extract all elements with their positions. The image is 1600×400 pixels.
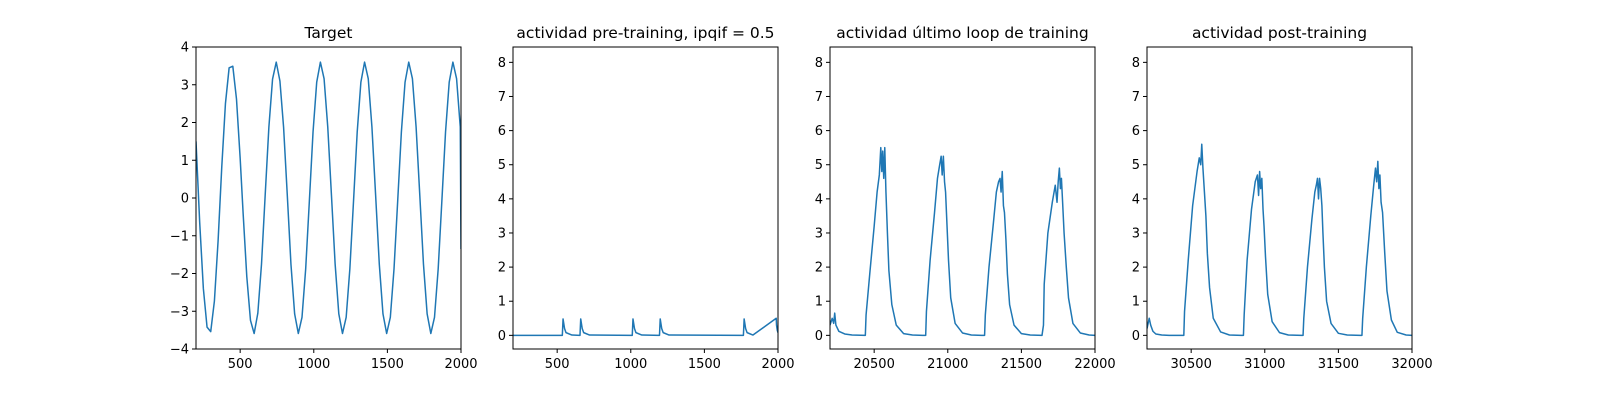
y-tick-label: 8 — [1132, 56, 1140, 71]
y-tick-label: 0 — [1132, 329, 1140, 344]
y-tick-label: 1 — [815, 295, 823, 310]
y-tick-label: 6 — [815, 124, 823, 139]
y-tick-label: 3 — [498, 226, 506, 241]
y-tick-label: 5 — [1132, 158, 1140, 173]
chart-title: actividad pre-training, ipqif = 0.5 — [516, 24, 774, 42]
y-tick-label: 2 — [181, 116, 189, 131]
x-tick-label: 500 — [228, 357, 253, 372]
y-tick-label: −1 — [170, 229, 189, 244]
y-tick-label: −2 — [170, 267, 189, 282]
x-tick-label: 21500 — [1001, 357, 1042, 372]
series-line — [1147, 143, 1412, 337]
y-tick-label: −3 — [170, 305, 189, 320]
y-tick-label: 4 — [815, 192, 823, 207]
panel-target: Target 500 1000 1500 2000 −4 −3 −2 −1 0 1 2 3 4 — [170, 24, 478, 372]
series-line — [830, 146, 1095, 337]
y-tick-label: 3 — [1132, 226, 1140, 241]
y-tick-label: 8 — [815, 56, 823, 71]
y-tick-label: 6 — [498, 124, 506, 139]
x-tick-label: 1500 — [371, 357, 404, 372]
chart-title: Target — [304, 24, 353, 42]
y-tick-label: 5 — [815, 158, 823, 173]
y-tick-label: 6 — [1132, 124, 1140, 139]
y-tick-label: 5 — [498, 158, 506, 173]
axes-frame — [1146, 46, 1413, 350]
x-tick-label: 2000 — [761, 357, 794, 372]
x-tick-label: 1500 — [688, 357, 721, 372]
x-tick-label: 2000 — [444, 357, 477, 372]
axes-frame — [829, 46, 1096, 350]
x-tick-label: 31000 — [1244, 357, 1285, 372]
x-tick-label: 22000 — [1074, 357, 1115, 372]
y-tick-label: 8 — [498, 56, 506, 71]
y-tick-label: 7 — [1132, 90, 1140, 105]
x-tick-label: 21000 — [927, 357, 968, 372]
y-tick-label: 3 — [181, 78, 189, 93]
x-tick-label: 30500 — [1170, 357, 1211, 372]
y-tick-label: 3 — [815, 226, 823, 241]
x-tick-label: 500 — [545, 357, 570, 372]
y-tick-label: 0 — [815, 329, 823, 344]
y-tick-label: −4 — [170, 343, 189, 358]
y-tick-label: 4 — [1132, 192, 1140, 207]
chart-title: actividad post-training — [1192, 24, 1367, 42]
x-tick-label: 20500 — [853, 357, 894, 372]
x-tick-label: 1000 — [297, 357, 330, 372]
x-tick-label: 31500 — [1318, 357, 1359, 372]
y-tick-label: 2 — [1132, 261, 1140, 276]
y-tick-label: 4 — [181, 41, 189, 56]
y-tick-label: 1 — [1132, 295, 1140, 310]
y-tick-label: 2 — [815, 261, 823, 276]
y-tick-label: 4 — [498, 192, 506, 207]
y-tick-label: 7 — [815, 90, 823, 105]
chart-title: actividad último loop de training — [836, 24, 1088, 42]
x-tick-label: 32000 — [1391, 357, 1432, 372]
x-tick-label: 1000 — [614, 357, 647, 372]
y-tick-label: 2 — [498, 261, 506, 276]
y-tick-label: 0 — [498, 329, 506, 344]
y-tick-label: 1 — [181, 154, 189, 169]
y-tick-label: 1 — [498, 295, 506, 310]
series-line — [513, 317, 778, 337]
axes-frame — [512, 46, 779, 350]
y-tick-label: 0 — [181, 192, 189, 207]
series-line — [196, 61, 461, 335]
y-tick-label: 7 — [498, 90, 506, 105]
